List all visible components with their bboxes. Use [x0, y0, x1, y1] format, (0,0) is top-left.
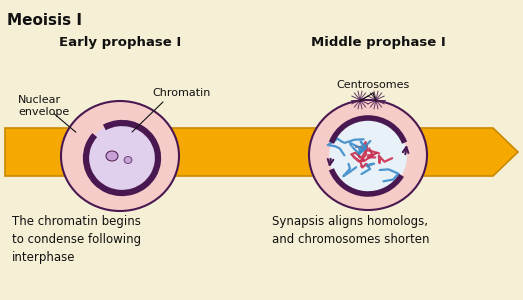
Ellipse shape: [309, 100, 427, 210]
Text: Meoisis I: Meoisis I: [7, 13, 82, 28]
Text: Middle prophase I: Middle prophase I: [311, 36, 446, 49]
Text: The chromatin begins
to condense following
interphase: The chromatin begins to condense followi…: [12, 215, 141, 264]
Text: Nuclear
envelope: Nuclear envelope: [18, 95, 69, 117]
Ellipse shape: [106, 151, 118, 161]
Ellipse shape: [329, 118, 407, 194]
Text: Synapsis aligns homologs,
and chromosomes shorten: Synapsis aligns homologs, and chromosome…: [272, 215, 429, 246]
Text: Early prophase I: Early prophase I: [59, 36, 181, 49]
Text: Centrosomes: Centrosomes: [336, 80, 410, 90]
Text: Chromatin: Chromatin: [152, 88, 210, 98]
Ellipse shape: [124, 157, 132, 164]
Ellipse shape: [86, 123, 158, 193]
Ellipse shape: [61, 101, 179, 211]
Polygon shape: [5, 128, 518, 176]
